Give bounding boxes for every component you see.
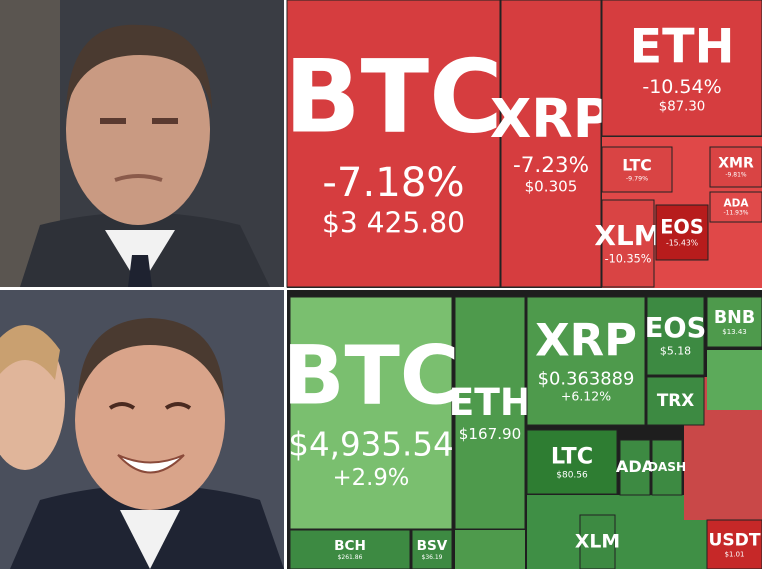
tile xyxy=(289,529,411,569)
treemap-bottom-filler xyxy=(455,530,525,569)
tile-change: -7.18% xyxy=(322,160,464,206)
tile-ticker: ETH xyxy=(630,19,735,74)
tile-change: -9.79% xyxy=(626,176,648,183)
tile xyxy=(619,439,651,496)
tile xyxy=(709,191,762,223)
tile-change: -10.35% xyxy=(605,253,652,266)
tile xyxy=(601,146,673,193)
tile-price: $5.18 xyxy=(660,345,691,358)
tile xyxy=(646,376,705,426)
tile-ticker: ADA xyxy=(724,198,750,210)
photo-bottom xyxy=(0,290,284,569)
tile-ticker: LTC xyxy=(622,155,652,174)
tile xyxy=(655,204,709,261)
tile xyxy=(454,296,526,530)
tile-ticker: LTC xyxy=(551,443,593,469)
tile-ticker: XLM xyxy=(594,219,661,252)
tile-ticker: XLM xyxy=(575,532,620,553)
tile-ticker: ETH xyxy=(449,380,532,424)
tile-price: $36.19 xyxy=(422,554,443,561)
tile xyxy=(706,296,762,348)
tile-price: $1.01 xyxy=(725,550,745,558)
treemap-bottom-filler xyxy=(527,495,707,569)
tile-ticker: BNB xyxy=(714,308,755,328)
tile-price: $4,935.54 xyxy=(288,426,453,464)
tile-ticker: BCH xyxy=(334,538,366,554)
tile xyxy=(500,0,602,288)
tile-change: -15.43% xyxy=(666,239,698,248)
tile xyxy=(289,296,453,530)
tile-price: $0.305 xyxy=(525,177,578,195)
tile-ticker: BSV xyxy=(417,538,448,554)
tile-ticker: ADA xyxy=(616,457,655,476)
tile-change: +2.9% xyxy=(333,465,410,491)
tile xyxy=(709,146,762,188)
tile-ticker: BTC xyxy=(283,330,460,424)
tile xyxy=(526,296,646,426)
tile-ticker: TRX xyxy=(657,390,694,410)
tile xyxy=(601,199,655,288)
tile xyxy=(646,296,705,376)
tile-ticker: XRP xyxy=(535,313,637,366)
tile xyxy=(706,519,762,569)
tile xyxy=(579,514,616,569)
tile-price: $3 425.80 xyxy=(322,206,465,239)
tile-change: -10.54% xyxy=(642,76,721,98)
photo-top xyxy=(0,0,284,287)
tile-change: -9.81% xyxy=(725,172,747,179)
treemap-bottom-filler xyxy=(707,350,762,410)
tile xyxy=(601,0,762,137)
tile xyxy=(286,0,501,288)
tile-price: $13.43 xyxy=(722,328,747,336)
tile-change: -7.23% xyxy=(513,153,589,178)
tile-price: $261.86 xyxy=(338,554,363,561)
tile-ticker: XMR xyxy=(718,156,754,172)
tile-change: -11.93% xyxy=(723,210,748,217)
tile-price: $167.90 xyxy=(459,425,521,443)
tile-price: $0.363889 xyxy=(538,369,635,390)
tile-ticker: DASH xyxy=(648,460,686,474)
tile-ticker: EOS xyxy=(645,313,707,344)
tile-ticker: USDT xyxy=(708,531,760,551)
tile-ticker: BTC xyxy=(284,39,503,156)
tile xyxy=(526,429,618,495)
tile-ticker: XRP xyxy=(490,87,612,150)
tile-change: +6.12% xyxy=(561,389,611,404)
tile-ticker: EOS xyxy=(660,216,703,239)
tile xyxy=(651,439,683,496)
tile-price: $80.56 xyxy=(556,470,588,480)
tile-price: $87.30 xyxy=(659,99,706,114)
tile xyxy=(411,529,453,569)
